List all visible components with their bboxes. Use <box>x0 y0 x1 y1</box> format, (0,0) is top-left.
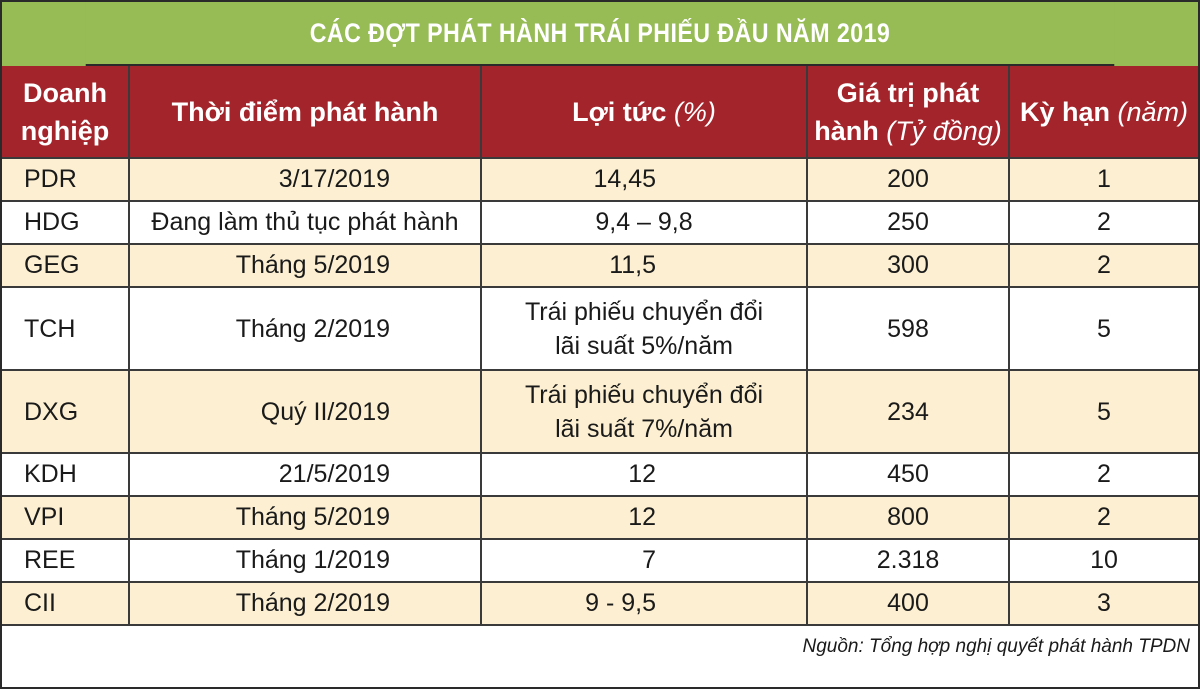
cell-value: 250 <box>806 200 1010 245</box>
header-issue-value: Giá trị phát hành (Tỷ đồng) <box>806 66 1010 159</box>
cell-value: 450 <box>806 452 1010 497</box>
cell-date: Tháng 2/2019 <box>128 286 482 371</box>
cell-rate: 14,45 <box>480 157 808 202</box>
cell-company: REE <box>2 538 130 583</box>
cell-company: KDH <box>2 452 130 497</box>
cell-value: 234 <box>806 369 1010 454</box>
cell-date: Quý II/2019 <box>128 369 482 454</box>
header-yield: Lợi tức (%) <box>480 66 808 159</box>
cell-term: 2 <box>1008 452 1198 497</box>
cell-term: 10 <box>1008 538 1198 583</box>
cell-date: Tháng 5/2019 <box>128 243 482 288</box>
table-row: GEG Tháng 5/2019 11,5 300 2 <box>2 243 1198 288</box>
cell-company: PDR <box>2 157 130 202</box>
cell-date: Tháng 2/2019 <box>128 581 482 626</box>
cell-rate: Trái phiếu chuyển đổi lãi suất 5%/năm <box>480 286 808 371</box>
cell-term: 3 <box>1008 581 1198 626</box>
cell-company: CII <box>2 581 130 626</box>
cell-rate: 9,4 – 9,8 <box>480 200 808 245</box>
cell-company: HDG <box>2 200 130 245</box>
header-company: Doanh nghiệp <box>2 66 130 159</box>
cell-date: Tháng 1/2019 <box>128 538 482 583</box>
cell-date: 21/5/2019 <box>128 452 482 497</box>
cell-date: 3/17/2019 <box>128 157 482 202</box>
cell-term: 1 <box>1008 157 1198 202</box>
cell-term: 2 <box>1008 495 1198 540</box>
cell-value: 200 <box>806 157 1010 202</box>
table-row: VPI Tháng 5/2019 12 800 2 <box>2 495 1198 540</box>
cell-date: Đang làm thủ tục phát hành <box>128 200 482 245</box>
cell-rate: 12 <box>480 452 808 497</box>
cell-value: 300 <box>806 243 1010 288</box>
cell-term: 2 <box>1008 200 1198 245</box>
table-row: CII Tháng 2/2019 9 - 9,5 400 3 <box>2 581 1198 626</box>
title-band: CÁC ĐỢT PHÁT HÀNH TRÁI PHIẾU ĐẦU NĂM 201… <box>2 2 1198 66</box>
table-row: KDH 21/5/2019 12 450 2 <box>2 452 1198 497</box>
table-row: PDR 3/17/2019 14,45 200 1 <box>2 157 1198 202</box>
cell-company: TCH <box>2 286 130 371</box>
source-note: Nguồn: Tổng hợp nghị quyết phát hành TPD… <box>802 636 1190 657</box>
cell-company: DXG <box>2 369 130 454</box>
header-row: Doanh nghiệp Thời điểm phát hành Lợi tức… <box>2 66 1198 159</box>
cell-rate: 9 - 9,5 <box>480 581 808 626</box>
cell-term: 5 <box>1008 286 1198 371</box>
cell-date: Tháng 5/2019 <box>128 495 482 540</box>
cell-value: 800 <box>806 495 1010 540</box>
cell-company: VPI <box>2 495 130 540</box>
header-term: Kỳ hạn (năm) <box>1008 66 1198 159</box>
cell-rate: 12 <box>480 495 808 540</box>
header-issue-date: Thời điểm phát hành <box>128 66 482 159</box>
cell-value: 400 <box>806 581 1010 626</box>
cell-value: 2.318 <box>806 538 1010 583</box>
cell-value: 598 <box>806 286 1010 371</box>
cell-term: 2 <box>1008 243 1198 288</box>
table-title: CÁC ĐỢT PHÁT HÀNH TRÁI PHIẾU ĐẦU NĂM 201… <box>85 2 1115 66</box>
bond-table: Doanh nghiệp Thời điểm phát hành Lợi tức… <box>2 66 1198 626</box>
cell-rate: 7 <box>480 538 808 583</box>
table-row: DXG Quý II/2019 Trái phiếu chuyển đổi lã… <box>2 369 1198 454</box>
table-row: REE Tháng 1/2019 7 2.318 10 <box>2 538 1198 583</box>
cell-company: GEG <box>2 243 130 288</box>
cell-rate: Trái phiếu chuyển đổi lãi suất 7%/năm <box>480 369 808 454</box>
cell-rate: 11,5 <box>480 243 808 288</box>
table-row: HDG Đang làm thủ tục phát hành 9,4 – 9,8… <box>2 200 1198 245</box>
cell-term: 5 <box>1008 369 1198 454</box>
table-row: TCH Tháng 2/2019 Trái phiếu chuyển đổi l… <box>2 286 1198 371</box>
